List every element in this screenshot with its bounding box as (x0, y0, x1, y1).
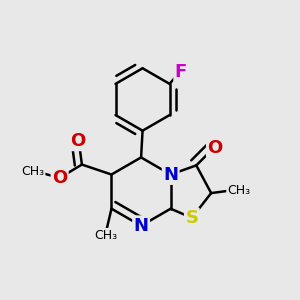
Text: F: F (175, 63, 187, 81)
Text: O: O (70, 132, 85, 150)
Text: N: N (163, 166, 178, 184)
Text: O: O (52, 169, 67, 187)
Text: CH₃: CH₃ (21, 166, 44, 178)
Text: S: S (185, 209, 198, 227)
Text: N: N (134, 217, 148, 235)
Text: CH₃: CH₃ (94, 229, 117, 242)
Text: O: O (207, 139, 223, 157)
Text: CH₃: CH₃ (227, 184, 250, 196)
